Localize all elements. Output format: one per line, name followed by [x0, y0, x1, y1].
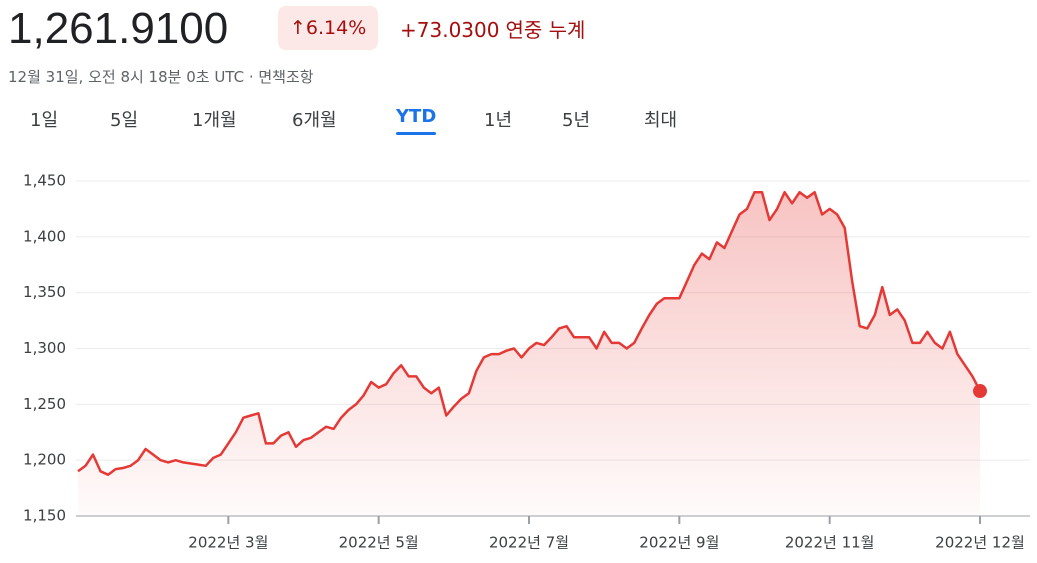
x-tick-label: 2022년 7월 [489, 534, 569, 552]
x-tick-label: 2022년 3월 [188, 534, 268, 552]
disclaimer[interactable]: 면책조항 [258, 68, 314, 86]
y-tick-label: 1,450 [23, 172, 66, 190]
change-abs-wrap: +73.0300 연중 누계 [400, 14, 585, 43]
change-pct: 6.14% [305, 17, 367, 39]
tab[interactable]: 최대 [644, 110, 678, 131]
y-tick-label: 1,400 [23, 227, 66, 245]
y-tick-label: 1,350 [23, 283, 66, 301]
tab[interactable]: 5년 [562, 110, 591, 131]
tab[interactable]: 5일 [110, 110, 139, 131]
price-line [77, 190, 982, 476]
tab[interactable]: 1개월 [192, 110, 237, 131]
timestamp: 12월 31일, 오전 8시 18분 0초 UTC [8, 68, 245, 86]
tab[interactable]: 1일 [30, 110, 59, 131]
change-abs: +73.0300 [400, 18, 500, 42]
area [78, 192, 980, 516]
period: 연중 누계 [505, 18, 586, 42]
timestamp-wrap: 12월 31일, 오전 8시 18분 0초 UTC · 면책조항 [8, 68, 314, 86]
y-tick-label: 1,250 [23, 395, 66, 413]
change-chip: ↑6.14% [278, 6, 379, 50]
end-dot [973, 384, 987, 399]
tab[interactable]: 1년 [484, 110, 513, 131]
x-tick-label: 2022년 9월 [639, 534, 719, 552]
tab[interactable]: 6개월 [292, 110, 337, 131]
arrow: ↑ [290, 17, 306, 39]
tab[interactable]: YTD [396, 106, 437, 135]
price: 1,261.9100 [8, 4, 229, 53]
x-tick-label: 2022년 12월 [935, 534, 1025, 552]
y-tick-label: 1,150 [23, 507, 66, 525]
x-tick-label: 2022년 11월 [785, 534, 875, 552]
y-tick-label: 1,300 [23, 339, 66, 357]
x-tick-label: 2022년 5월 [339, 534, 419, 552]
y-tick-label: 1,200 [23, 451, 66, 469]
